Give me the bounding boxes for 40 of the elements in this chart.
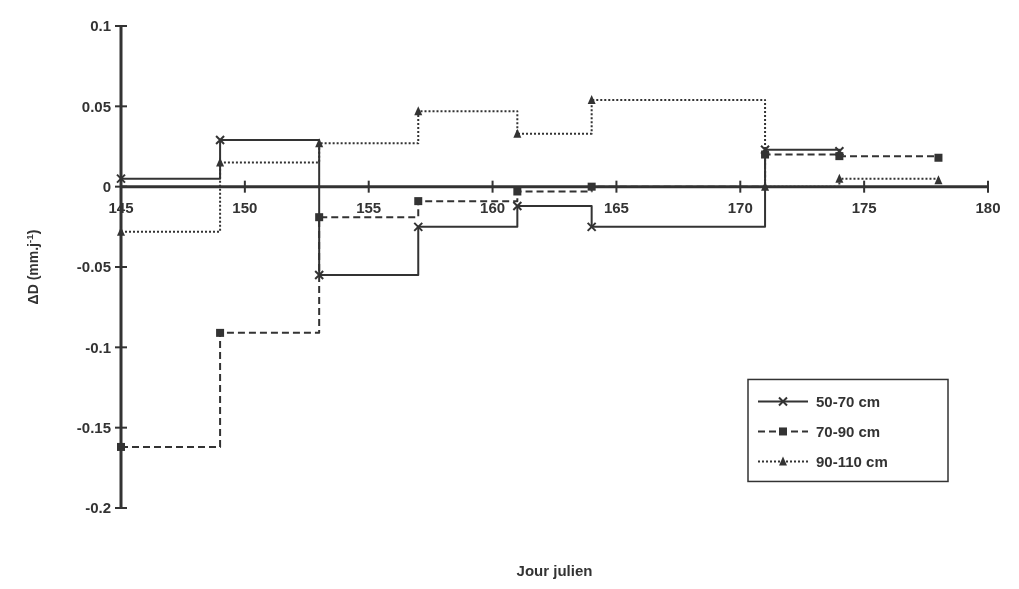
point bbox=[215, 135, 226, 146]
y-tick-label: 0.05 bbox=[81, 97, 111, 115]
x-tick-label: 170 bbox=[727, 198, 753, 216]
point bbox=[512, 200, 523, 211]
point bbox=[934, 153, 943, 162]
x-tick-label: 155 bbox=[356, 198, 382, 216]
x-tick-label: 160 bbox=[480, 198, 506, 216]
x-axis-title: Jour julien bbox=[516, 562, 593, 579]
x-tick-label: 180 bbox=[975, 198, 1001, 216]
point bbox=[117, 442, 125, 451]
y-tick-label: -0.05 bbox=[76, 258, 111, 276]
point bbox=[834, 146, 845, 157]
point bbox=[216, 328, 225, 337]
y-tick-label: -0.15 bbox=[76, 418, 111, 436]
point bbox=[513, 187, 522, 196]
point bbox=[414, 106, 423, 116]
point bbox=[586, 221, 597, 232]
y-tick-label: 0.1 bbox=[90, 17, 111, 35]
point bbox=[116, 173, 126, 184]
y-tick-label: 0 bbox=[102, 177, 111, 195]
y-tick-label: -0.1 bbox=[85, 338, 111, 356]
point bbox=[216, 157, 225, 167]
point bbox=[587, 182, 596, 191]
y-tick-label: -0.2 bbox=[85, 499, 111, 517]
legend-label: 50-70 cm bbox=[816, 392, 881, 410]
point bbox=[835, 152, 844, 161]
point bbox=[587, 94, 596, 104]
x-tick-label: 150 bbox=[232, 198, 258, 216]
x-tick-label: 175 bbox=[851, 198, 877, 216]
point bbox=[315, 138, 324, 148]
x-tick-label: 165 bbox=[603, 198, 629, 216]
point bbox=[315, 213, 324, 222]
point bbox=[413, 221, 424, 232]
point bbox=[414, 197, 423, 206]
legend-label: 90-110 cm bbox=[816, 452, 888, 470]
legend-label: 70-90 cm bbox=[816, 422, 881, 440]
point bbox=[314, 270, 325, 281]
point bbox=[835, 173, 844, 183]
point bbox=[934, 175, 943, 185]
point bbox=[513, 128, 522, 138]
